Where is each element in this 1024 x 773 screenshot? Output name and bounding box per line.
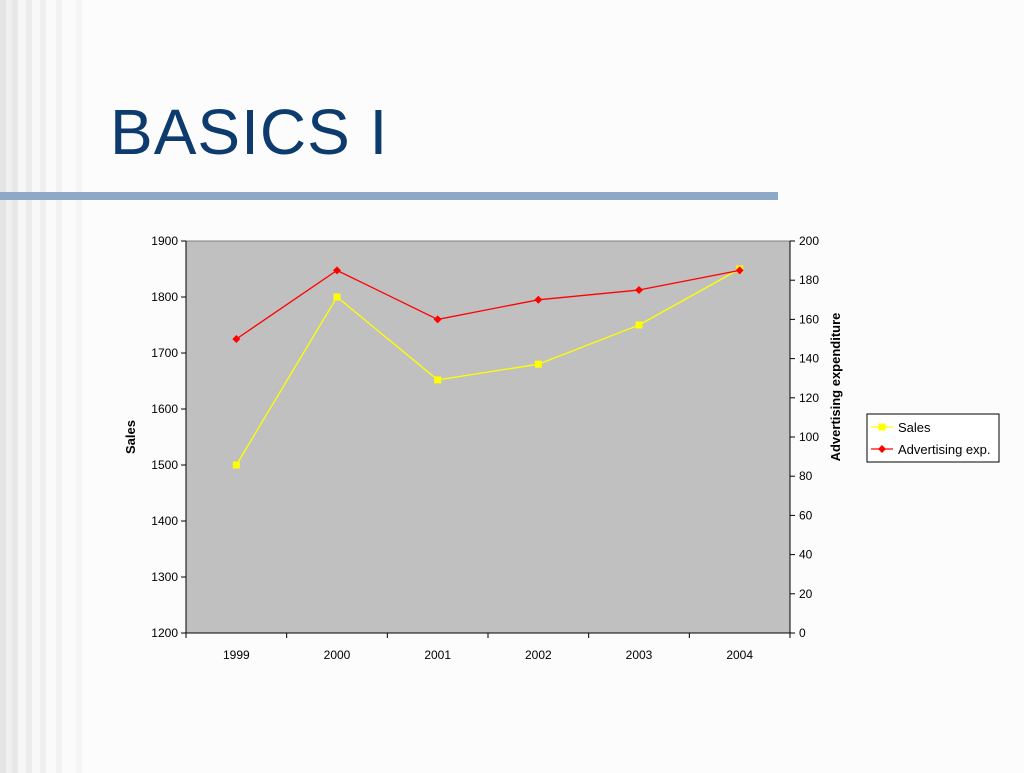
left-tick-label: 1300 (151, 570, 178, 584)
legend-marker-advertising (878, 445, 886, 453)
sales-data-point (333, 293, 341, 301)
advertising-data-point (232, 335, 241, 343)
sales-data-point (534, 360, 542, 368)
sales-series-line (235, 268, 740, 466)
left-tick-label: 1600 (151, 402, 178, 416)
left-tick-label: 1400 (151, 514, 178, 528)
left-tick-label: 1500 (151, 458, 178, 472)
x-tick-label: 2003 (626, 648, 653, 662)
right-axis-title: Advertising expenditure (828, 313, 843, 462)
right-tick-label: 160 (799, 312, 819, 326)
right-tick-label: 40 (799, 548, 813, 562)
right-tick-label: 180 (799, 273, 819, 287)
advertising-data-point (635, 286, 643, 294)
left-tick-label: 1700 (151, 346, 178, 360)
advertising-data-point (433, 315, 442, 324)
sales-data-point (635, 321, 643, 329)
x-tick-label: 2004 (726, 648, 753, 662)
right-tick-label: 0 (799, 626, 806, 640)
right-tick-label: 140 (799, 352, 819, 366)
left-tick-label: 1200 (151, 626, 178, 640)
legend-marker-sales (878, 423, 886, 431)
sales-data-point (232, 461, 240, 469)
x-tick-label: 2000 (324, 648, 351, 662)
advertising-data-point (735, 266, 744, 275)
advertising-data-point (534, 295, 543, 304)
right-tick-label: 100 (799, 430, 819, 444)
advertising-series-line (235, 269, 740, 340)
legend-label-sales: Sales (898, 420, 931, 435)
right-tick-label: 60 (799, 508, 813, 522)
slide-title: BASICS I (110, 96, 389, 168)
right-tick-label: 200 (799, 234, 819, 248)
left-tick-label: 1800 (151, 290, 178, 304)
x-tick-label: 2001 (424, 648, 451, 662)
plot-area (185, 240, 791, 634)
advertising-data-point (333, 266, 341, 275)
legend-box (866, 413, 1000, 463)
title-divider (0, 192, 778, 200)
right-tick-label: 80 (799, 469, 813, 483)
left-tick-label: 1900 (151, 234, 178, 248)
left-axis-title: Sales (123, 420, 138, 454)
x-tick-label: 1999 (223, 648, 250, 662)
right-tick-label: 20 (799, 587, 813, 601)
x-tick-label: 2002 (525, 648, 552, 662)
sales-data-point (434, 376, 442, 384)
right-tick-label: 120 (799, 391, 819, 405)
legend-label-advertising: Advertising exp. (898, 442, 991, 457)
